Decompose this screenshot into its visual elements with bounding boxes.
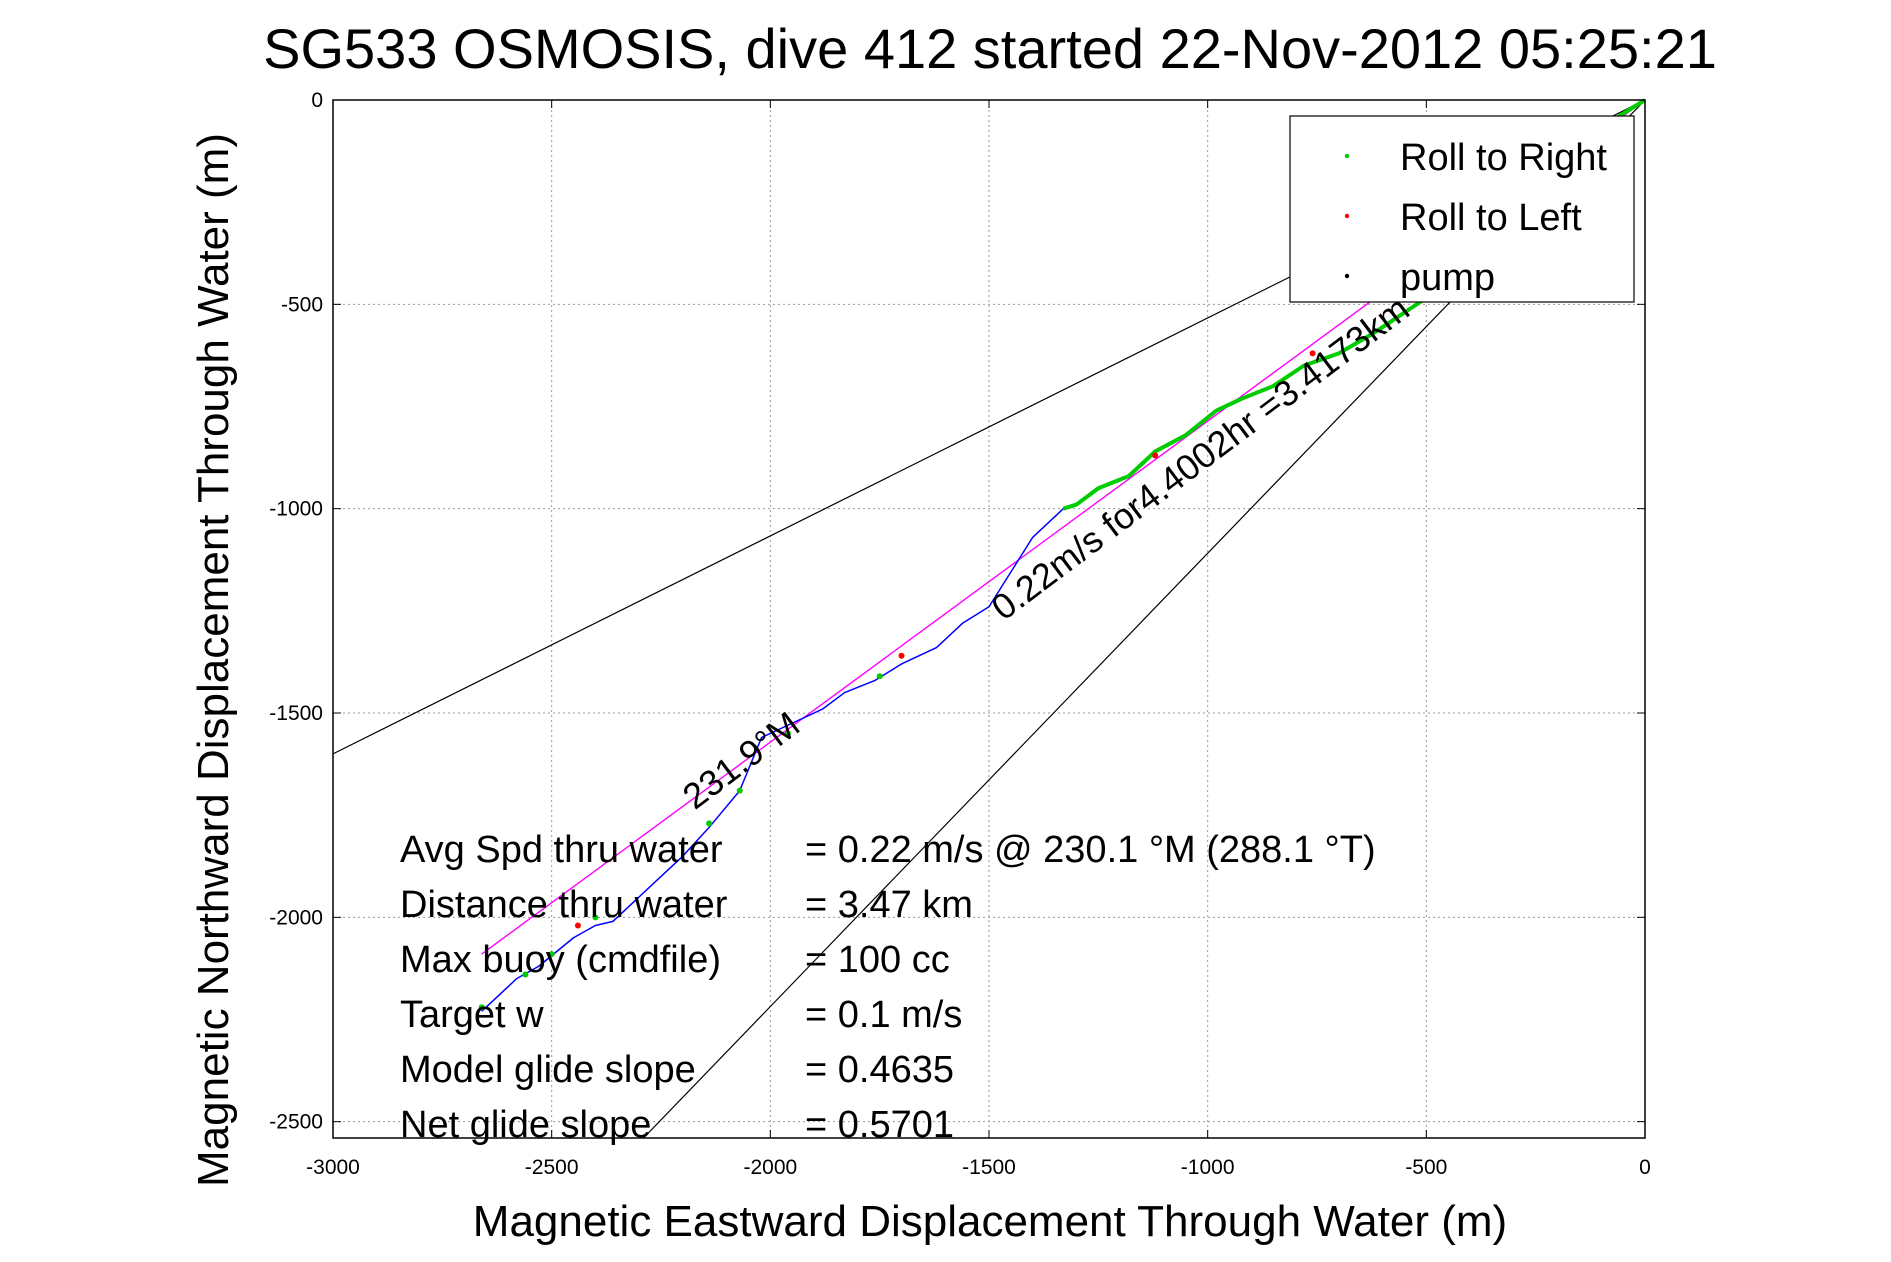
y-axis-label: Magnetic Northward Displacement Through … bbox=[189, 133, 238, 1187]
x-tick-label: -2000 bbox=[743, 1156, 797, 1179]
x-tick-label: -3000 bbox=[306, 1156, 360, 1179]
annotation-text: 231.9°M bbox=[675, 703, 807, 817]
stat-value: = 0.22 m/s @ 230.1 °M (288.1 °T) bbox=[805, 829, 1376, 871]
stat-value: = 100 cc bbox=[805, 939, 950, 981]
data-point bbox=[1152, 452, 1159, 459]
chart-title: SG533 OSMOSIS, dive 412 started 22-Nov-2… bbox=[263, 17, 1717, 80]
stat-label: Net glide slope bbox=[400, 1104, 651, 1146]
stat-label: Model glide slope bbox=[400, 1049, 696, 1091]
y-tick-label: -1000 bbox=[269, 498, 323, 521]
stat-label: Avg Spd thru water bbox=[400, 829, 723, 871]
x-tick-label: -1000 bbox=[1181, 1156, 1235, 1179]
stat-value: = 0.5701 bbox=[805, 1104, 954, 1146]
data-point bbox=[1309, 350, 1316, 357]
y-tick-label: 0 bbox=[311, 89, 323, 112]
legend-box bbox=[1289, 115, 1635, 303]
legend-marker-roll-left bbox=[1344, 213, 1350, 219]
stat-value: = 0.1 m/s bbox=[805, 994, 962, 1036]
x-axis-label: Magnetic Eastward Displacement Through W… bbox=[473, 1197, 1507, 1246]
data-point bbox=[522, 971, 529, 978]
data-point bbox=[736, 787, 743, 794]
x-tick-label: -500 bbox=[1405, 1156, 1447, 1179]
y-ticks: 0 -500 -1000 -1500 -2000 -2500 bbox=[269, 89, 1645, 1134]
data-point bbox=[548, 951, 555, 958]
data-point bbox=[574, 922, 581, 929]
stat-label: Distance thru water bbox=[400, 884, 728, 926]
legend-label-roll-right: Roll to Right bbox=[1400, 137, 1607, 179]
stats-block: Avg Spd thru water = 0.22 m/s @ 230.1 °M … bbox=[400, 829, 1376, 1146]
x-tick-label: -1500 bbox=[962, 1156, 1016, 1179]
data-point bbox=[706, 820, 713, 827]
series-line-1 bbox=[481, 508, 1064, 1012]
y-tick-label: -500 bbox=[281, 293, 323, 316]
data-point bbox=[784, 730, 791, 737]
legend: Roll to Right Roll to Left pump bbox=[1289, 115, 1635, 303]
annotation-text: 0.22m/s for4.4002hr =3.4173km bbox=[984, 288, 1417, 628]
data-point bbox=[876, 673, 883, 680]
legend-label-pump: pump bbox=[1400, 257, 1495, 299]
legend-marker-roll-right bbox=[1344, 153, 1350, 159]
x-tick-label: -2500 bbox=[525, 1156, 579, 1179]
data-point bbox=[592, 914, 599, 921]
legend-marker-pump bbox=[1344, 273, 1350, 279]
y-tick-label: -2000 bbox=[269, 906, 323, 929]
annotations: 231.9°M 0.22m/s for4.4002hr =3.4173km bbox=[675, 288, 1417, 817]
stat-label: Max buoy (cmdfile) bbox=[400, 939, 721, 981]
legend-label-roll-left: Roll to Left bbox=[1400, 197, 1582, 239]
data-point bbox=[478, 1004, 485, 1011]
x-ticks: -3000 -2500 -2000 -1500 -1000 -500 0 bbox=[306, 100, 1651, 1179]
data-point bbox=[898, 652, 905, 659]
stat-value: = 3.47 km bbox=[805, 884, 973, 926]
stat-value: = 0.4635 bbox=[805, 1049, 954, 1091]
stat-label: Target w bbox=[400, 994, 544, 1036]
y-tick-label: -1500 bbox=[269, 702, 323, 725]
y-tick-label: -2500 bbox=[269, 1111, 323, 1134]
x-tick-label: 0 bbox=[1639, 1156, 1651, 1179]
